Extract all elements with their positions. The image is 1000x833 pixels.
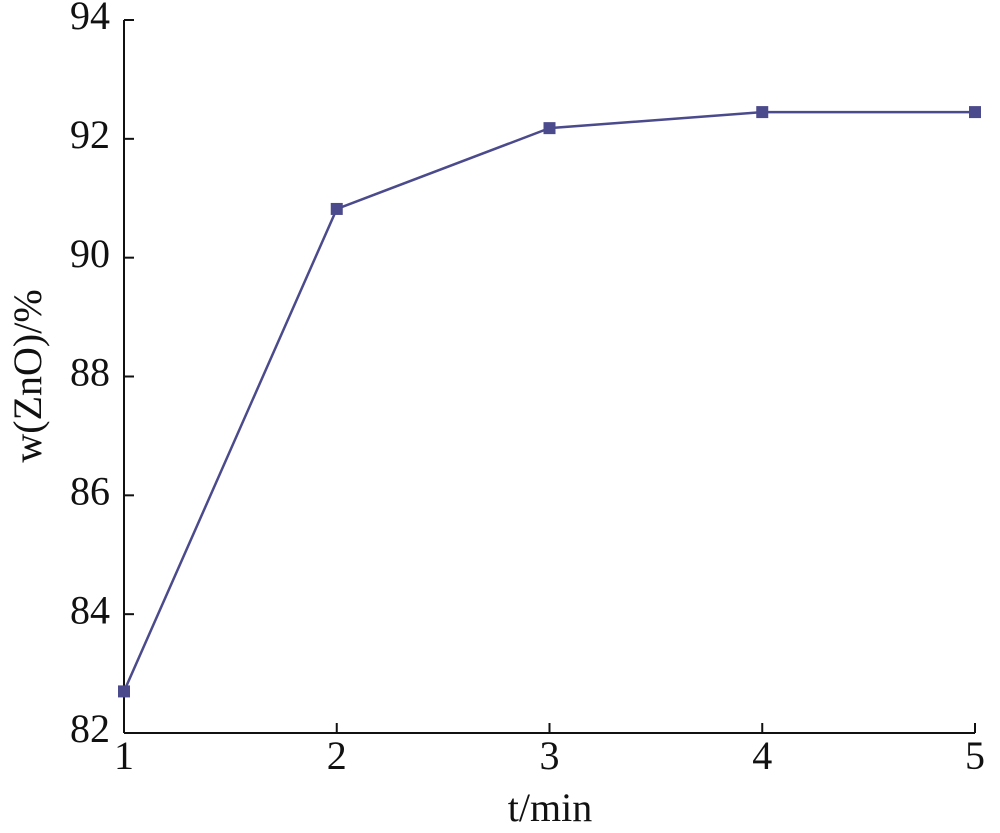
data-point — [118, 685, 130, 698]
y-tick-label: 88 — [70, 350, 110, 395]
data-point — [330, 202, 343, 215]
x-axis-label: t/min — [508, 785, 592, 830]
data-point — [543, 122, 556, 135]
x-tick-label: 4 — [752, 733, 772, 778]
y-tick-label: 86 — [70, 469, 110, 514]
y-axis-label: w(ZnO)/% — [5, 289, 50, 462]
data-point — [969, 106, 981, 119]
y-tick-label: 92 — [70, 112, 110, 157]
y-tick-label: 90 — [70, 231, 110, 276]
y-tick-label: 82 — [70, 706, 110, 751]
y-tick-label: 84 — [70, 587, 110, 632]
x-tick-label: 1 — [114, 733, 134, 778]
x-tick-label: 3 — [540, 733, 560, 778]
data-line — [122, 110, 975, 692]
data-point — [756, 106, 769, 119]
x-tick-label: 5 — [965, 733, 985, 778]
y-tick-label: 94 — [70, 0, 110, 38]
x-tick-label: 2 — [327, 733, 347, 778]
